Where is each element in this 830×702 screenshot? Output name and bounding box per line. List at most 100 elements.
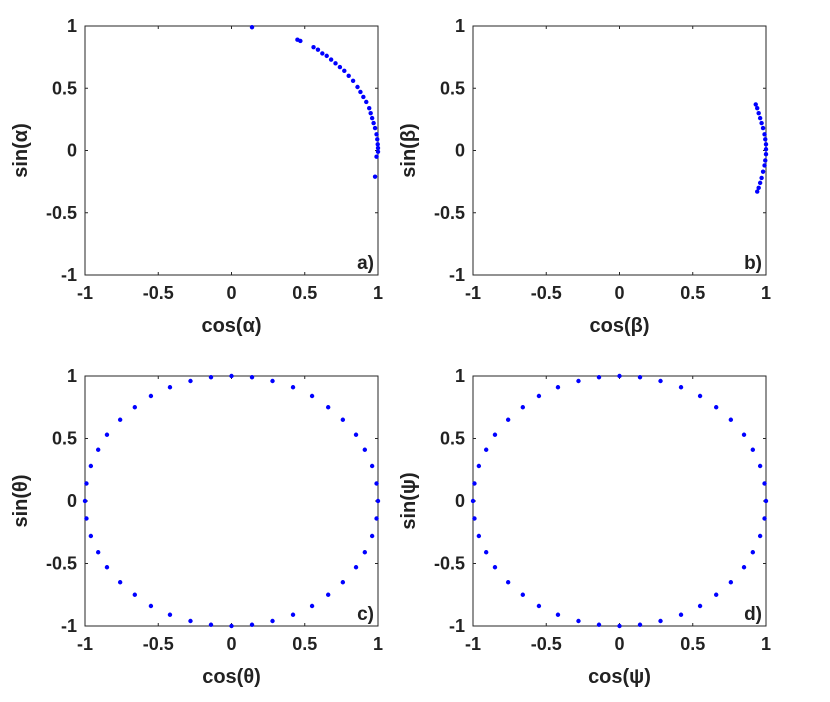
data-point <box>270 378 275 384</box>
x-tick-label: 0.5 <box>292 283 317 303</box>
x-tick-label: -1 <box>465 634 481 654</box>
panel-label: b) <box>744 253 762 274</box>
subplot-c: -1 -0.5 0 0.5 1 -1 -0.5 0 0.5 1 cos(θ) sin(θ) c) <box>10 366 383 688</box>
data-point <box>555 612 561 617</box>
data-point <box>367 105 372 111</box>
data-point <box>315 47 321 52</box>
data-point <box>104 432 110 437</box>
data-point <box>309 393 315 399</box>
y-tick-label: -0.5 <box>434 203 465 223</box>
data-point <box>290 385 296 390</box>
data-point <box>88 463 94 469</box>
data-point <box>148 603 154 609</box>
data-point <box>637 622 643 627</box>
y-axis-title: sin(θ) <box>10 474 32 527</box>
panel-label: d) <box>744 604 762 625</box>
data-point <box>505 417 511 422</box>
x-tick-label: 0 <box>614 634 624 654</box>
x-tick-label: 1 <box>761 283 771 303</box>
data-point <box>362 550 368 555</box>
subplot-b: -1 -0.5 0 0.5 1 -1 -0.5 0 0.5 1 cos(β) sin(β) b) <box>398 16 771 337</box>
data-point <box>757 180 763 186</box>
data-point <box>492 565 498 570</box>
x-axis-title: cos(ψ) <box>588 666 651 688</box>
data-point <box>84 516 89 521</box>
data-point <box>576 618 581 624</box>
data-point <box>167 612 173 617</box>
data-point <box>324 53 329 59</box>
data-point <box>371 120 376 126</box>
data-point <box>759 120 764 126</box>
data-point <box>750 447 756 452</box>
data-point <box>340 417 346 422</box>
y-tick-label: 0.5 <box>52 78 77 98</box>
data-point <box>757 533 763 539</box>
data-point <box>763 152 769 157</box>
data-point <box>762 163 767 168</box>
data-point <box>88 533 94 539</box>
data-point <box>353 432 359 437</box>
data-point <box>350 78 356 83</box>
data-point <box>104 565 110 570</box>
data-point <box>555 385 561 390</box>
data-point <box>249 622 255 627</box>
data-point <box>374 516 379 521</box>
data-point <box>84 481 89 486</box>
x-tick-label: 1 <box>373 283 383 303</box>
data-point <box>617 373 622 379</box>
data-point <box>658 378 663 384</box>
plot-frame <box>84 25 379 276</box>
y-tick-label: -1 <box>449 265 465 285</box>
data-point <box>320 51 325 56</box>
x-tick-label: 0.5 <box>680 283 705 303</box>
data-point <box>375 498 381 504</box>
data-point <box>763 137 768 142</box>
data-point <box>756 185 761 191</box>
data-point <box>755 189 760 194</box>
data-point <box>353 565 359 570</box>
data-point <box>249 375 255 380</box>
data-point <box>492 432 498 437</box>
data-point <box>374 132 379 137</box>
data-point <box>361 94 366 100</box>
data-point <box>346 73 351 79</box>
data-point <box>374 154 379 159</box>
data-point <box>364 99 369 105</box>
y-tick-label: 1 <box>67 16 77 36</box>
data-point <box>576 378 581 384</box>
data-point <box>249 25 255 30</box>
y-tick-label: 0 <box>67 141 77 161</box>
data-point <box>728 417 734 422</box>
data-point <box>117 417 123 422</box>
data-point <box>372 125 378 131</box>
data-point <box>759 175 764 181</box>
data-point <box>678 612 684 617</box>
y-tick-label: 1 <box>455 366 465 386</box>
data-point <box>762 481 767 486</box>
data-point <box>476 463 482 469</box>
data-point <box>472 481 477 486</box>
data-point <box>95 550 101 555</box>
y-tick-label: -0.5 <box>46 203 77 223</box>
data-point <box>678 385 684 390</box>
data-point <box>372 174 378 179</box>
data-point <box>208 622 214 627</box>
data-point <box>476 533 482 539</box>
x-tick-label: 0.5 <box>680 634 705 654</box>
y-tick-label: 0 <box>455 141 465 161</box>
y-axis-title: sin(α) <box>10 123 32 178</box>
data-point <box>470 498 476 504</box>
y-tick-label: 0.5 <box>440 78 465 98</box>
data-point <box>309 603 315 609</box>
data-point <box>342 68 347 74</box>
x-tick-label: -0.5 <box>531 283 562 303</box>
y-tick-label: -0.5 <box>46 554 77 574</box>
panel-label: c) <box>357 604 374 625</box>
plot-frame <box>84 375 379 627</box>
data-point <box>763 147 769 152</box>
data-point <box>763 158 768 163</box>
subplot-a: -1 -0.5 0 0.5 1 -1 -0.5 0 0.5 1 cos(α) sin(α) a) <box>10 16 383 337</box>
x-tick-label: -0.5 <box>143 634 174 654</box>
data-point <box>375 149 381 154</box>
